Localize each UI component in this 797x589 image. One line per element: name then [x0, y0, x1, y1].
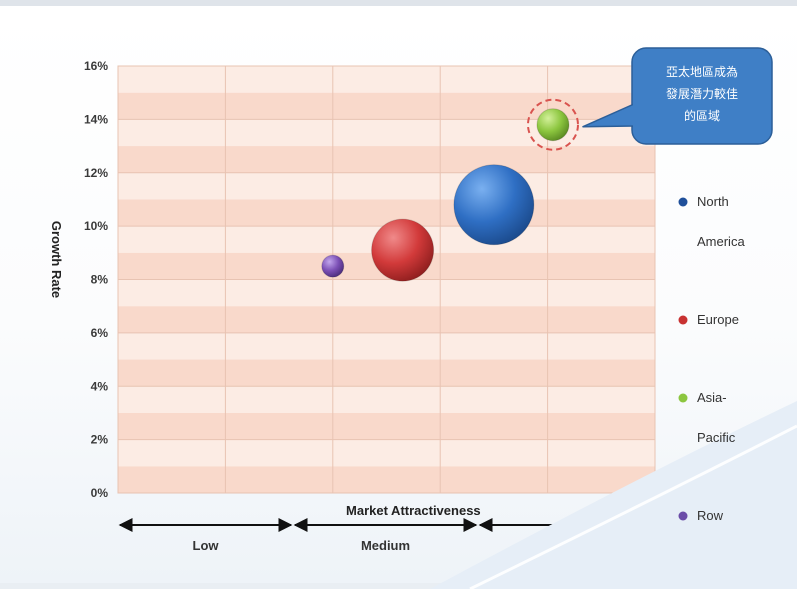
y-tick-label: 14%: [84, 112, 108, 126]
highlight-ring: [526, 98, 579, 151]
plot-band: [118, 119, 655, 147]
plot-band: [118, 439, 655, 467]
y-tick-label: 2%: [91, 433, 109, 447]
background-swoosh-line: [469, 424, 797, 589]
plot-band: [118, 359, 655, 387]
plot-band: [118, 466, 655, 493]
legend-marker: [678, 197, 688, 207]
plot-band: [118, 332, 655, 360]
plot-band: [118, 199, 655, 227]
x-axis-title: Market Attractiveness: [346, 503, 481, 518]
legend-label: North: [697, 194, 729, 209]
callout-text-line: 亞太地區成為: [666, 64, 738, 79]
plot-band: [118, 66, 655, 93]
bubble-north-america: [453, 164, 535, 246]
y-tick-label: 10%: [84, 219, 108, 233]
plot-band: [118, 146, 655, 173]
callout-joint: [633, 102, 639, 128]
plot-band: [118, 279, 655, 307]
plot-band: [118, 306, 655, 333]
plot-band: [118, 386, 655, 413]
y-tick-label: 0%: [91, 486, 109, 500]
y-axis-title: Growth Rate: [49, 221, 64, 298]
callout-box: [631, 47, 773, 145]
legend-marker: [678, 511, 688, 521]
y-tick-label: 4%: [91, 379, 109, 393]
bubble-row: [321, 254, 345, 278]
y-tick-label: 8%: [91, 273, 109, 287]
callout-text-line: 發展潛力較佳: [666, 86, 738, 101]
bubble-asia-pacific: [536, 108, 570, 142]
y-tick-label: 12%: [84, 166, 108, 180]
plot-band: [118, 172, 655, 200]
legend-marker: [678, 393, 688, 403]
bubble-europe: [371, 218, 435, 282]
y-tick-label: 16%: [84, 59, 108, 73]
legend-label: Europe: [697, 312, 739, 327]
legend-marker: [678, 315, 688, 325]
legend-label: Row: [697, 508, 724, 523]
background-swoosh: [430, 401, 797, 589]
plot-band: [118, 92, 655, 120]
y-tick-label: 6%: [91, 326, 109, 340]
plot-band: [118, 412, 655, 440]
x-band-label: Low: [193, 538, 220, 553]
legend-label: Pacific: [697, 430, 736, 445]
bubble-chart: 0% 2% 4% 6% 8% 10% 12% 14% 16% Growth Rate Market …: [49, 47, 797, 589]
legend-label: America: [697, 234, 745, 249]
callout-text-line: 的區域: [684, 108, 720, 123]
legend-label: Asia-: [697, 390, 727, 405]
x-band-label: Medium: [361, 538, 410, 553]
